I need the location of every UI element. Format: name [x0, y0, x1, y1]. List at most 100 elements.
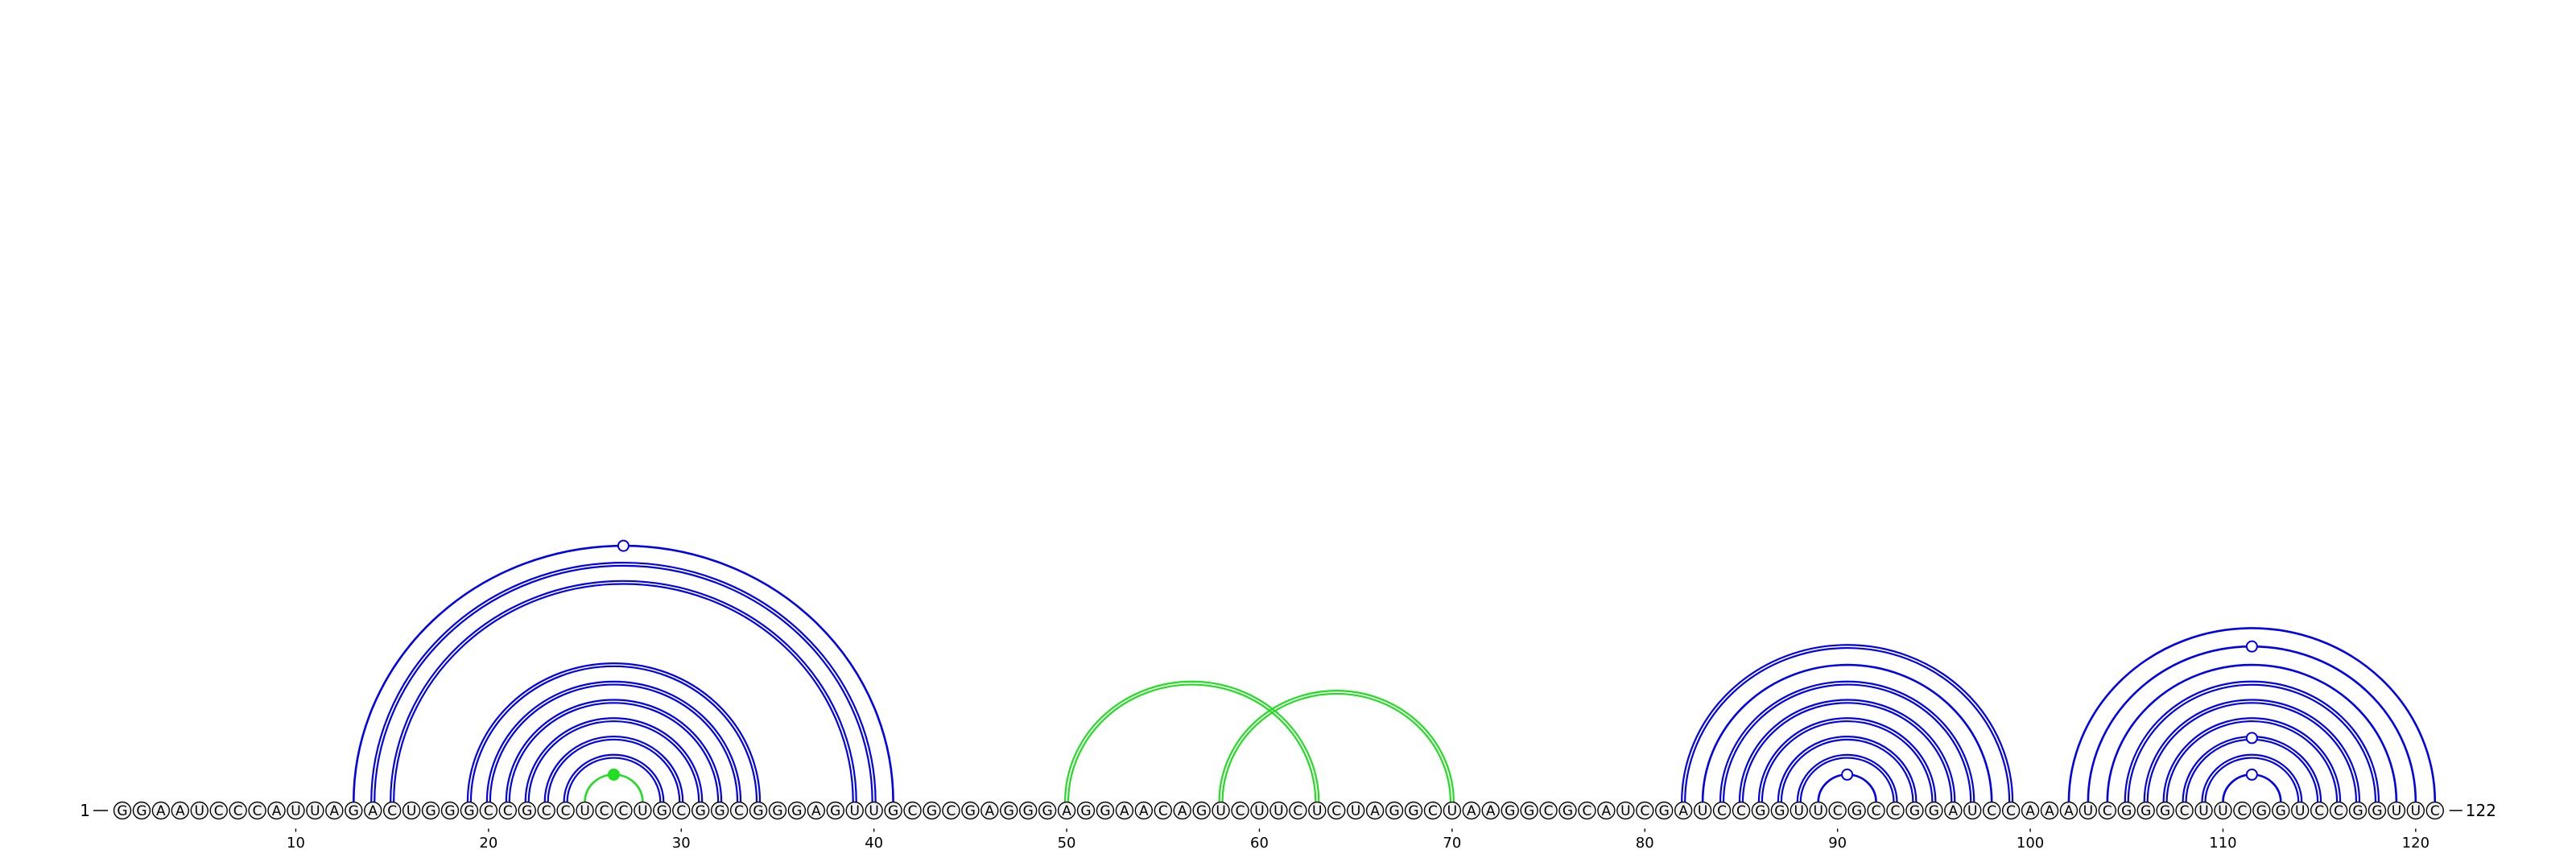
nucleotide-letter: A: [1139, 803, 1149, 819]
nucleotide: C: [1289, 801, 1307, 820]
nucleotide-letter: A: [1062, 803, 1071, 819]
nucleotide-letter: C: [2334, 803, 2343, 819]
nucleotide: G: [1192, 801, 1211, 820]
nucleotide: C: [2175, 801, 2194, 820]
backbone: 1 122: [80, 801, 2496, 820]
nucleotide: C: [209, 801, 228, 820]
nucleotide-letter: C: [2430, 803, 2440, 819]
nucleotide-circle: [923, 801, 941, 820]
nucleotide-circle: [1057, 801, 1076, 820]
nucleotide-circle: [1867, 801, 1885, 820]
nucleotide-letter: C: [484, 803, 493, 819]
tick-label: 40: [865, 835, 883, 852]
nucleotide: G: [1925, 801, 1943, 820]
arc-marker-circle: [2245, 732, 2258, 745]
nucleotide-letter: G: [2121, 803, 2132, 819]
nucleotide-letter: G: [1100, 803, 1110, 819]
nucleotide-letter: U: [1274, 803, 1283, 819]
nucleotide-letter: U: [2392, 803, 2401, 819]
nucleotide: U: [1616, 801, 1635, 820]
nucleotide-letter: G: [444, 803, 455, 819]
nucleotide: C: [942, 801, 960, 820]
nucleotide: C: [595, 801, 613, 820]
base-pair-arc-inner: [1780, 738, 1914, 802]
nucleotide-circle: [614, 801, 633, 820]
nucleotide-circle: [1770, 801, 1790, 820]
nucleotide-circle: [132, 801, 151, 820]
nucleotide-circle: [942, 801, 960, 820]
tick-label: 10: [287, 835, 305, 852]
nucleotide: C: [1578, 801, 1596, 820]
nucleotide-circle: [209, 801, 228, 820]
nucleotide-circle: [1558, 801, 1577, 820]
nucleotide: C: [2098, 801, 2117, 820]
base-pair-arc-outer: [485, 680, 742, 802]
nucleotide-circle: [1944, 801, 1963, 820]
base-pair-arc-inner: [374, 564, 873, 802]
nucleotide: G: [1847, 801, 1866, 820]
nucleotide: G: [421, 801, 440, 820]
nucleotide-letter: U: [1351, 803, 1360, 819]
base-pair-arc-inner: [469, 665, 758, 802]
nucleotide: C: [556, 801, 575, 820]
nucleotide: A: [267, 801, 286, 820]
base-pair-arc-outer: [563, 753, 665, 802]
nucleotide-circle: [1404, 801, 1423, 820]
base-pair-arc: [1701, 663, 1993, 802]
nucleotide: C: [382, 801, 402, 820]
nucleotide: C: [1712, 801, 1732, 820]
nucleotide: C: [1423, 801, 1443, 820]
nucleotide: G: [923, 801, 941, 820]
nucleotide-letter: G: [1080, 803, 1091, 819]
nucleotide-letter: C: [734, 803, 744, 819]
nucleotide-circle: [980, 801, 999, 820]
nucleotide-circle: [1231, 801, 1249, 820]
nucleotide-letter: C: [387, 803, 397, 819]
nucleotide-letter: U: [849, 803, 859, 819]
nucleotide: U: [2406, 801, 2425, 820]
nucleotide-letter: C: [946, 803, 956, 819]
nucleotide-letter: G: [1004, 803, 1014, 819]
nucleotide-circle: [1905, 801, 1924, 820]
nucleotide-letter: C: [1158, 803, 1168, 819]
nucleotide-circle: [1423, 801, 1443, 820]
nucleotide-circle: [768, 801, 787, 820]
base-pair-arc-inner: [2165, 720, 2339, 802]
nucleotide-letter: U: [638, 803, 647, 819]
base-pair-arc-inner: [2146, 702, 2358, 802]
nucleotide-circle: [1847, 801, 1866, 820]
nucleotide-letter: C: [1583, 803, 1592, 819]
nucleotide-circle: [1154, 801, 1172, 820]
base-pair-arc-outer: [1719, 680, 1975, 802]
nucleotide-letter: G: [117, 803, 127, 819]
nucleotide-letter: U: [1698, 803, 1707, 819]
nucleotide-letter: U: [1813, 803, 1823, 819]
nucleotide-letter: G: [1524, 803, 1534, 819]
nucleotide: U: [1443, 801, 1462, 820]
base-pair-arc-outer: [390, 580, 857, 802]
nucleotide-circle: [1192, 801, 1211, 820]
tick-label: 110: [2209, 835, 2236, 852]
nucleotide-circle: [1000, 801, 1018, 820]
nucleotide-letter: C: [1891, 803, 1901, 819]
nucleotide: G: [826, 801, 844, 820]
nucleotide-circle: [710, 801, 729, 820]
tick-label: 20: [479, 835, 497, 852]
base-pair-arc-outer: [1757, 717, 1937, 802]
nucleotide: U: [2214, 801, 2232, 820]
nucleotide-letter: G: [2352, 803, 2363, 819]
nucleotide: G: [1751, 801, 1770, 820]
nucleotide-circle: [826, 801, 844, 820]
nucleotide: C: [1732, 801, 1751, 820]
base-pair-arc-outer: [1681, 644, 2014, 802]
nucleotide: C: [1828, 801, 1847, 820]
nucleotide: G: [2272, 801, 2290, 820]
nucleotide: C: [2425, 801, 2445, 820]
nucleotide-letter: C: [503, 803, 513, 819]
nucleotide-letter: C: [1236, 803, 1245, 819]
nucleotide-letter: G: [1042, 803, 1053, 819]
nucleotide-letter: G: [715, 803, 725, 819]
nucleotide-circle: [595, 801, 613, 820]
nucleotide-letter: C: [2103, 803, 2112, 819]
